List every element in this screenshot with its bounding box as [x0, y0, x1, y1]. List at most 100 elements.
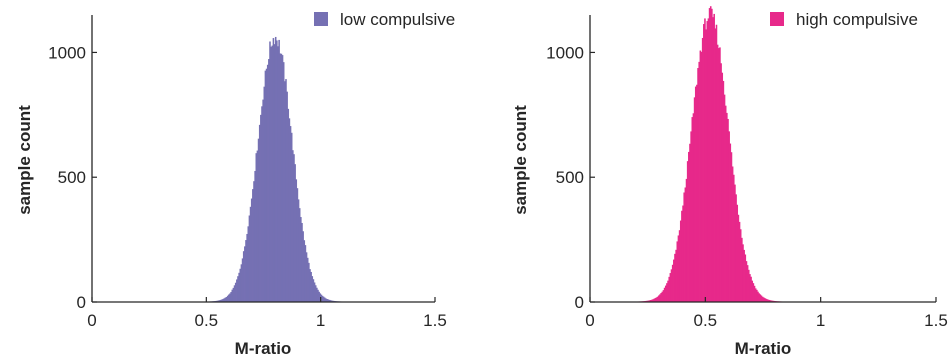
histogram-bar	[760, 295, 763, 302]
histogram-bar	[722, 80, 725, 303]
histogram-bar	[327, 299, 330, 302]
x-axis-label: M-ratio	[235, 339, 292, 358]
histogram-bar	[684, 187, 687, 302]
histogram-bar	[248, 215, 251, 302]
histogram-bar	[647, 300, 650, 302]
histogram-bar	[753, 285, 756, 302]
histogram-bar	[271, 45, 274, 303]
histogram-bar	[670, 269, 673, 302]
histogram-bar	[295, 179, 298, 302]
histogram-bar	[316, 287, 318, 302]
histogram-bar	[757, 291, 759, 302]
legend: low compulsive	[314, 10, 455, 29]
histogram-bar	[240, 264, 243, 302]
histogram-bar	[221, 299, 223, 302]
y-tick-label: 0	[575, 293, 584, 312]
histogram-bar	[659, 294, 661, 302]
histogram-bar	[741, 237, 743, 302]
histogram-bar	[728, 131, 730, 302]
histogram-bar	[751, 280, 754, 302]
histogram-bar	[265, 68, 268, 303]
histogram-bar	[648, 300, 651, 302]
histogram-bar	[321, 295, 324, 302]
histogram-panel-low-compulsive: 0 0.5 1 1.5 0 500 1000 M-ratio sample count l…	[15, 10, 455, 358]
histogram-bar	[716, 44, 719, 302]
histogram-bar	[225, 296, 228, 302]
histogram-bar	[691, 117, 694, 302]
histogram-bar	[328, 299, 331, 302]
histogram-bar	[253, 181, 255, 302]
histogram-bar	[222, 298, 224, 302]
histogram-bar	[729, 143, 732, 302]
histogram-bar	[654, 298, 657, 302]
histogram-bar	[228, 294, 230, 302]
histogram-bar	[683, 192, 685, 302]
histogram-bar	[289, 126, 292, 302]
histogram-bar	[754, 288, 757, 302]
histogram-bar	[756, 289, 758, 302]
histogram-bar	[241, 258, 244, 302]
x-tick-label: 0.5	[195, 311, 219, 330]
histogram-bar	[226, 295, 229, 302]
histogram-bar	[771, 300, 773, 302]
histogram-bar	[727, 118, 729, 303]
histogram-bar	[250, 198, 253, 302]
histogram-bar	[302, 231, 304, 302]
histogram-bar	[324, 297, 326, 302]
histogram-bar	[667, 280, 669, 302]
histogram-bar	[765, 298, 767, 302]
histogram-bar	[686, 161, 689, 302]
x-tick-label: 1	[316, 311, 325, 330]
histogram-bar	[709, 6, 712, 303]
histogram-bar	[326, 299, 328, 302]
histogram-bar	[668, 276, 670, 302]
histogram-bar	[273, 44, 276, 302]
histogram-bar	[739, 229, 742, 302]
histogram-bars	[624, 6, 850, 303]
histogram-bar	[689, 143, 691, 302]
histogram-bar	[264, 70, 267, 303]
x-tick-label: 0	[87, 311, 96, 330]
histogram-bar	[700, 51, 703, 303]
histogram-bar	[752, 283, 755, 302]
histogram-bar	[744, 254, 747, 302]
histogram-bar	[737, 214, 740, 302]
histogram-bar	[300, 217, 302, 302]
histogram-bar	[694, 86, 697, 302]
y-tick-label: 1000	[48, 43, 86, 62]
histogram-bar	[233, 285, 236, 302]
histogram-bar	[763, 297, 765, 302]
histogram-bar	[758, 293, 760, 302]
histogram-bar	[745, 261, 748, 302]
histogram-bar	[699, 50, 702, 303]
histogram-bar	[297, 199, 300, 302]
histogram-bar	[658, 295, 660, 302]
histogram-bar	[666, 283, 668, 302]
histogram-bar	[764, 298, 766, 302]
histogram-bar	[698, 61, 700, 302]
histogram-bar	[682, 205, 684, 302]
histogram-bar	[761, 296, 764, 302]
x-tick-label: 0.5	[694, 311, 718, 330]
histogram-bar	[255, 153, 258, 302]
histogram-bar	[742, 244, 744, 302]
histogram-bar	[247, 226, 250, 302]
histogram-bar	[276, 40, 278, 302]
histogram-bar	[238, 272, 240, 302]
histogram-bar	[649, 300, 652, 302]
x-tick-label: 1.5	[423, 311, 447, 330]
histogram-bar	[278, 39, 280, 303]
histogram-bar	[244, 246, 246, 302]
histogram-bar	[310, 271, 312, 302]
histogram-bar	[311, 276, 314, 302]
histogram-bar	[662, 290, 665, 302]
histogram-bar	[256, 150, 259, 302]
histogram-bar	[651, 299, 653, 302]
histogram-bar	[231, 289, 234, 302]
x-ticks: 0 0.5 1 1.5	[87, 297, 447, 330]
histogram-bar	[254, 170, 256, 302]
histogram-bar	[705, 29, 707, 303]
y-tick-label: 500	[58, 168, 86, 187]
histogram-bar	[711, 8, 713, 303]
